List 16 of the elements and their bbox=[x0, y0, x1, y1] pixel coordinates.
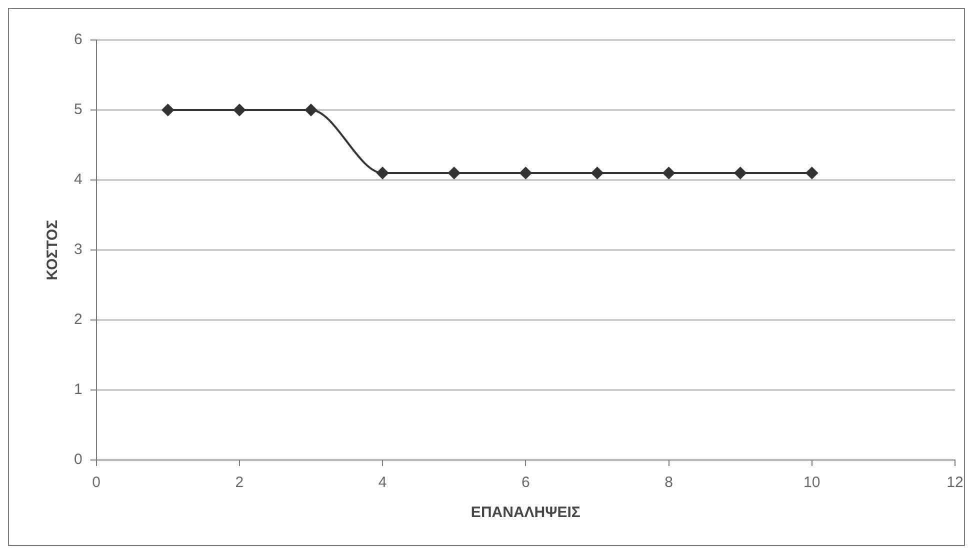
y-tick-label: 2 bbox=[74, 311, 82, 328]
x-tick-label: 10 bbox=[804, 474, 820, 492]
y-tick-label: 4 bbox=[74, 171, 82, 188]
y-tick-label: 0 bbox=[74, 451, 82, 468]
x-axis-title: ΕΠΑΝΑΛΗΨΕΙΣ bbox=[470, 504, 580, 522]
x-tick-label: 6 bbox=[522, 474, 530, 492]
x-tick-label: 8 bbox=[664, 474, 673, 492]
x-tick-label: 2 bbox=[235, 474, 244, 492]
x-tick-label: 4 bbox=[378, 474, 387, 492]
y-axis-title: ΚΟΣΤΟΣ bbox=[44, 220, 62, 280]
x-tick-label: 12 bbox=[946, 474, 964, 492]
y-tick-label: 5 bbox=[74, 101, 82, 118]
x-tick-label: 0 bbox=[92, 474, 101, 492]
y-tick-label: 3 bbox=[74, 241, 82, 258]
y-tick-label: 6 bbox=[74, 31, 82, 48]
y-tick-label: 1 bbox=[74, 381, 82, 398]
